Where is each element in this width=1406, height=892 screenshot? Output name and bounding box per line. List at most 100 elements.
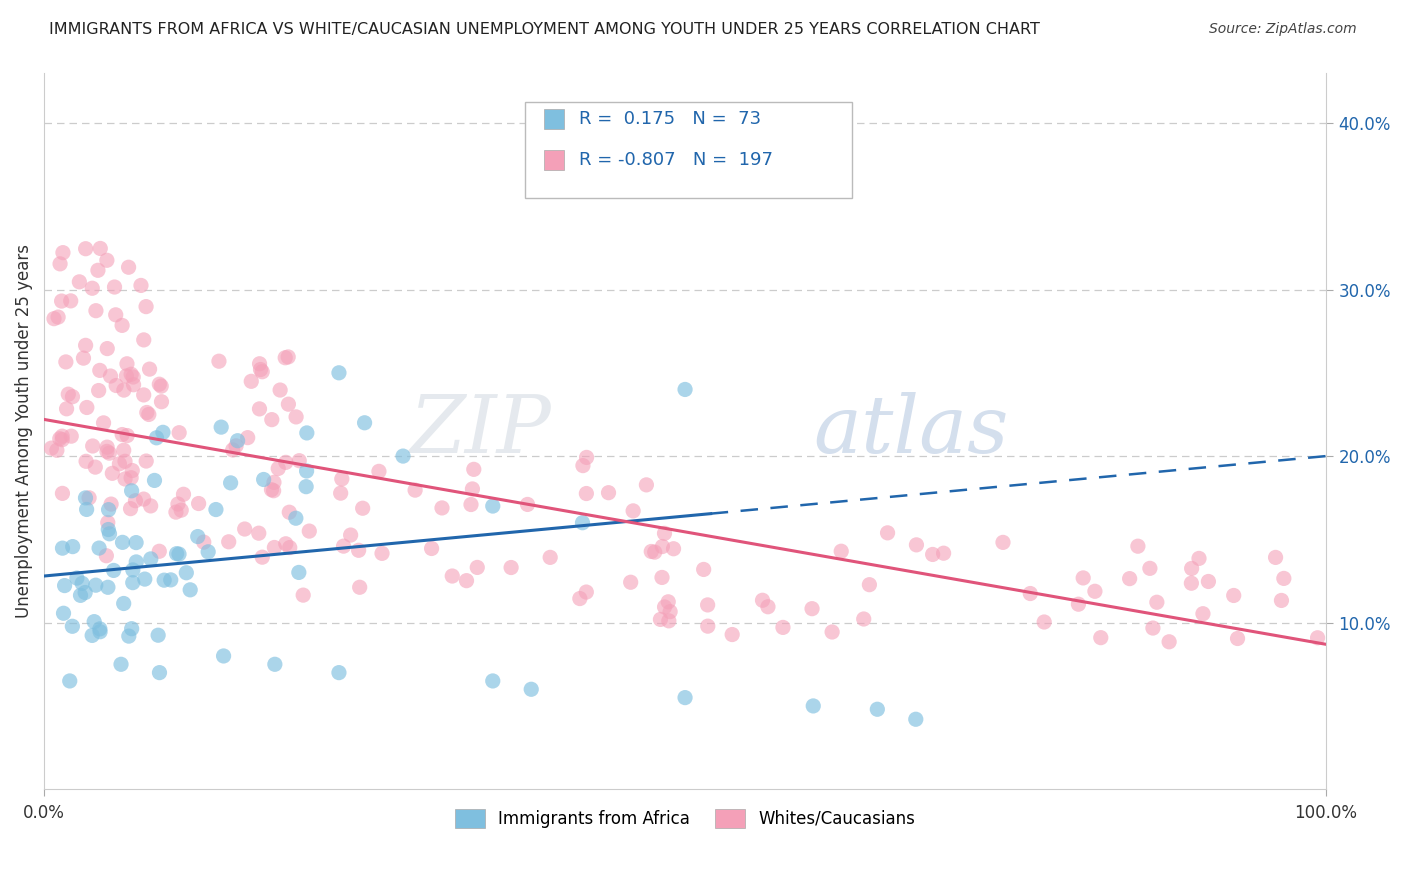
Point — [122, 377, 145, 392]
Point — [98, 446, 121, 460]
Point — [83, 615, 105, 629]
Point — [212, 648, 235, 663]
Point — [575, 585, 598, 599]
Point — [292, 588, 315, 602]
Point — [115, 428, 138, 442]
Point — [269, 383, 291, 397]
Point — [1270, 593, 1292, 607]
Point — [111, 535, 134, 549]
Point — [253, 473, 276, 487]
Point — [96, 342, 118, 356]
Point — [673, 690, 696, 705]
Point — [121, 622, 143, 636]
Point — [520, 682, 543, 697]
Point — [263, 541, 285, 555]
Point — [371, 546, 394, 560]
Point — [696, 619, 718, 633]
Point — [295, 480, 318, 494]
Point — [187, 496, 209, 510]
Point — [1264, 550, 1286, 565]
Point — [328, 665, 350, 680]
Point — [96, 253, 118, 268]
Point — [644, 545, 666, 559]
Point — [620, 575, 643, 590]
Point — [991, 535, 1014, 549]
Point — [1118, 572, 1140, 586]
Point — [339, 528, 361, 542]
Point — [118, 629, 141, 643]
Point — [72, 351, 94, 366]
Point — [60, 619, 83, 633]
Point — [55, 355, 77, 369]
Point — [59, 293, 82, 308]
Point — [167, 497, 190, 511]
Point — [225, 439, 247, 453]
Legend: Immigrants from Africa, Whites/Caucasians: Immigrants from Africa, Whites/Caucasian… — [449, 802, 922, 835]
Point — [295, 464, 318, 478]
Point — [132, 388, 155, 402]
Text: IMMIGRANTS FROM AFRICA VS WHITE/CAUCASIAN UNEMPLOYMENT AMONG YOUTH UNDER 25 YEAR: IMMIGRANTS FROM AFRICA VS WHITE/CAUCASIA… — [49, 22, 1040, 37]
Point — [721, 627, 744, 641]
Point — [138, 362, 160, 376]
Point — [100, 369, 122, 384]
Point — [772, 620, 794, 634]
Point — [636, 478, 658, 492]
Point — [89, 363, 111, 377]
Point — [132, 492, 155, 507]
Point — [55, 401, 77, 416]
Point — [89, 622, 111, 636]
Point — [801, 601, 824, 615]
Point — [751, 593, 773, 607]
Point — [150, 379, 173, 393]
Point — [166, 547, 188, 561]
Point — [353, 416, 375, 430]
Point — [125, 535, 148, 549]
Point — [1222, 589, 1244, 603]
Point — [148, 377, 170, 392]
Point — [932, 546, 955, 560]
Point — [1090, 631, 1112, 645]
Point — [51, 433, 73, 447]
Point — [1226, 632, 1249, 646]
Point — [46, 310, 69, 324]
Point — [176, 566, 198, 580]
Point — [93, 416, 115, 430]
Point — [1126, 539, 1149, 553]
Point — [111, 318, 134, 333]
Point — [460, 498, 482, 512]
Point — [298, 524, 321, 538]
Point — [1146, 595, 1168, 609]
Point — [575, 450, 598, 465]
Point — [179, 582, 201, 597]
Bar — [544, 151, 564, 170]
Point — [568, 591, 591, 606]
Point — [96, 444, 118, 458]
Point — [84, 578, 107, 592]
Point — [651, 570, 673, 584]
Point — [138, 408, 160, 422]
Point — [274, 351, 297, 365]
Point — [51, 486, 73, 500]
Point — [62, 540, 84, 554]
Point — [352, 501, 374, 516]
Point — [75, 242, 97, 256]
Point — [905, 538, 928, 552]
Point — [135, 300, 157, 314]
Point — [87, 541, 110, 555]
Point — [328, 366, 350, 380]
Point — [673, 383, 696, 397]
Point — [146, 628, 169, 642]
Point — [278, 505, 301, 519]
Point — [87, 384, 110, 398]
Point — [89, 242, 111, 256]
Point — [657, 595, 679, 609]
Point — [1084, 584, 1107, 599]
Point — [696, 598, 718, 612]
Point — [852, 612, 875, 626]
Point — [1019, 586, 1042, 600]
Point — [1142, 621, 1164, 635]
Point — [1306, 631, 1329, 645]
Point — [70, 576, 93, 591]
Point — [75, 338, 97, 352]
Point — [219, 475, 242, 490]
